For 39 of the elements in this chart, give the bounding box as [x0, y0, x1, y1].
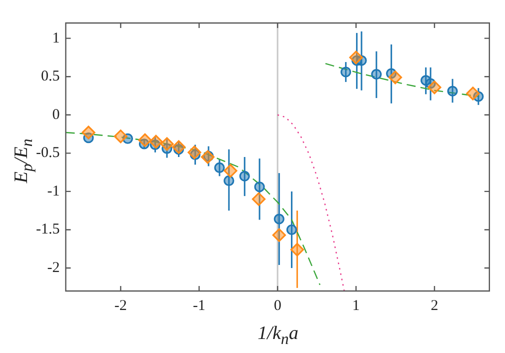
point [388, 70, 402, 84]
point [224, 164, 238, 178]
point [160, 137, 174, 151]
point [82, 126, 96, 140]
y-tick-label: -0.5 [36, 145, 60, 162]
y-tick-label: 1 [52, 30, 60, 46]
point [114, 130, 128, 144]
point [254, 182, 265, 192]
x-tick-label: 2 [430, 298, 438, 314]
point [239, 170, 250, 182]
y-tick-label: -1.5 [36, 222, 60, 238]
x-tick-label: 0 [274, 298, 282, 314]
point [371, 69, 382, 80]
point [340, 66, 352, 78]
line-series [276, 114, 345, 291]
point [224, 175, 234, 186]
x-tick-label: 1 [352, 298, 360, 314]
point [172, 140, 186, 154]
point [286, 224, 297, 236]
y-tick-label: -1 [47, 183, 60, 200]
point [349, 50, 363, 64]
point [214, 162, 225, 174]
y-tick-label: 0.5 [40, 68, 60, 85]
y-tick-label: 0 [52, 106, 60, 123]
point [290, 242, 304, 256]
y-tick-label: -2 [47, 260, 60, 276]
point [200, 150, 215, 164]
point [188, 146, 202, 160]
point [428, 80, 442, 94]
x-tick-label: -1 [192, 298, 206, 314]
point [149, 134, 163, 148]
point [138, 133, 152, 147]
point [466, 86, 480, 100]
point [447, 86, 458, 96]
point [274, 214, 284, 224]
x-axis-title: 1/k$_{n}$a [256, 323, 300, 349]
x-tick-label: -2 [114, 298, 127, 314]
point [252, 192, 266, 206]
point [272, 228, 286, 242]
